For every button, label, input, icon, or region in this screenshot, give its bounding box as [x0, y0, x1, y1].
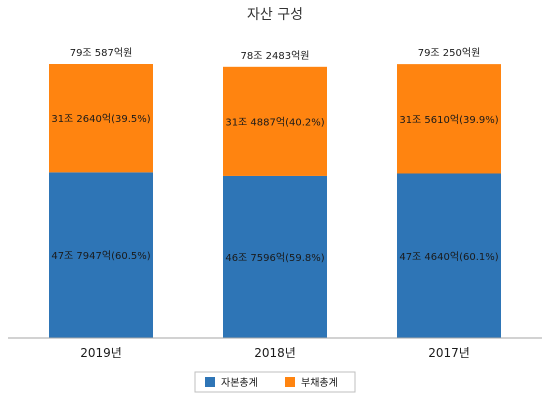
x-axis-labels: 2019년 2018년 2017년: [80, 346, 470, 360]
bar-segment-label: 47조 7947억(60.5%): [51, 250, 150, 262]
bar-segment-equity: [397, 173, 501, 338]
legend-label: 자본총계: [221, 377, 258, 389]
bar-segment-equity: [223, 175, 327, 338]
bar-segment-label: 31조 4887억(40.2%): [225, 116, 324, 128]
bar-segment-label: 47조 4640억(60.1%): [399, 251, 498, 263]
bar-segment-label: 31조 5610억(39.9%): [399, 114, 498, 126]
legend: 자본총계 부채총계: [194, 371, 356, 393]
bar-segment-label: 46조 7596억(59.8%): [225, 252, 324, 264]
bar-segment-liabilities: [397, 64, 501, 174]
x-tick-label: 2017년: [428, 346, 470, 360]
bar-total-label: 79조 250억원: [418, 47, 481, 59]
legend-swatch: [285, 377, 295, 387]
x-tick-label: 2019년: [80, 346, 122, 360]
bar-segment-label: 31조 2640억(39.5%): [51, 113, 150, 125]
bar-segment-liabilities: [49, 64, 153, 173]
bars-layer: 47조 7947억(60.5%) 31조 2640억(39.5%) 79조 587억…: [49, 47, 501, 338]
bar-total-label: 79조 587억원: [70, 47, 133, 59]
bar-segment-equity: [49, 172, 153, 338]
chart-title: 자산 구성: [247, 7, 303, 23]
legend-swatch: [205, 377, 215, 387]
legend-label: 부채총계: [301, 377, 338, 389]
bar-total-label: 78조 2483억원: [241, 50, 310, 62]
bar-segment-liabilities: [223, 66, 327, 176]
x-tick-label: 2018년: [254, 346, 296, 360]
legend-box: [194, 371, 356, 393]
